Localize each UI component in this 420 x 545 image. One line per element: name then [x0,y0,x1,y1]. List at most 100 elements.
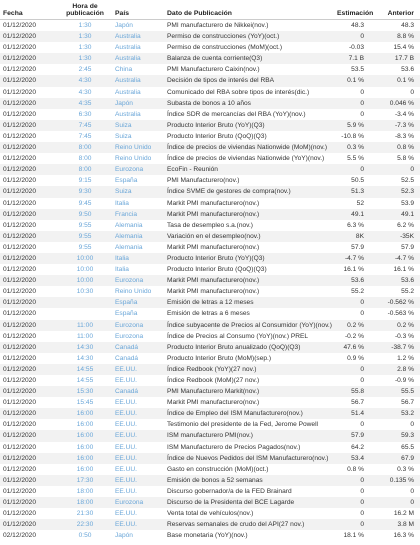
table-row: 01/12/2020 15:45 EE.UU. Markit PMI manufact… [0,397,420,408]
header-estimate: Estimación [334,0,373,20]
cell-country: EE.UU. [115,399,137,407]
cell-date: 01/12/2020 [0,363,58,375]
cell-previous: 53.9 [401,199,414,207]
cell-date: 01/12/2020 [0,119,58,131]
cell-indicator: Índice Redbook (YoY)(27 nov.) [164,363,334,375]
cell-indicator: Markit PMI manufacturero(nov.) [167,243,260,251]
header-indicator: Dato de Publicación [164,0,334,20]
cell-previous: 16.1 % [393,266,414,274]
table-row: 01/12/2020 9:50 Francia Markit PMI manufact… [0,208,420,220]
cell-country: Italia [112,252,164,265]
cell-date: 01/12/2020 [0,408,58,420]
cell-previous: 0 [410,487,414,495]
cell-estimate: 56.7 [351,399,364,407]
cell-estimate: 0 [360,377,364,384]
cell-country: Alemania [112,230,164,242]
cell-country: Eurozona [115,332,144,340]
cell-country: Reino Unido [115,288,152,296]
table-row: 01/12/2020 9:55 Alemania Markit PMI manufac… [0,242,420,253]
cell-date: 01/12/2020 [0,519,58,531]
cell-date: 01/12/2020 [0,75,58,87]
cell-indicator: EcoFin - Reunión [164,164,334,176]
cell-country: Alemania [115,243,143,251]
table-row: 01/12/2020 10:00 Italia Producto Interior B… [0,252,420,265]
cell-estimate: 57.9 [351,243,364,251]
cell-date: 01/12/2020 [3,443,37,451]
cell-country: España [115,177,138,185]
table-row: 01/12/2020 9:15 España PMI Manufacturero(no… [0,175,420,186]
cell-estimate: 7.1 B [334,53,370,65]
cell-estimate: 0 [334,297,370,309]
cell-indicator: ISM Manufacturero de Precios Pagados(nov… [167,443,301,451]
cell-previous: 0 [410,88,414,96]
cell-date: 01/12/2020 [0,297,58,309]
cell-time: 16:00 [58,452,112,464]
cell-previous: 49.1 [370,208,420,220]
cell-time: 9:55 [78,243,92,251]
table-row: 01/12/2020 1:30 Japón PMI manufacturero de … [0,20,420,32]
cell-date: 01/12/2020 [0,208,58,220]
cell-time: 4:30 [78,88,92,96]
cell-date: 01/12/2020 [3,465,37,473]
cell-time: 7:45 [58,119,112,131]
cell-previous: 0 [410,421,414,429]
cell-indicator: Reservas semanales de crudo del API(27 n… [164,519,334,531]
cell-estimate: -4.7 % [334,252,370,265]
cell-time: 8:00 [78,155,92,163]
cell-previous: -0.563 % [387,310,414,318]
cell-indicator: Producto Interior Bruto (QoQ)(Q3) [167,266,267,274]
cell-previous: 0.8 % [370,142,420,154]
table-row: 01/12/2020 11:00 Eurozona Índice subyacente… [0,319,420,331]
cell-previous: 65.5 [401,443,414,451]
cell-time: 9:15 [78,177,92,185]
table-row: 01/12/2020 9:45 Italia Markit PMI manufactu… [0,198,420,209]
cell-estimate: 8K [334,230,370,242]
cell-date: 01/12/2020 [0,97,58,109]
cell-previous: 16.3 % [393,532,414,540]
cell-date: 01/12/2020 [3,332,37,340]
cell-country: Reino Unido [112,142,164,154]
cell-previous: 52.3 [370,186,420,198]
cell-indicator: PMI Manufacturero Markit(nov.) [164,386,334,398]
cell-indicator: Índice subyacente de Precios al Consumid… [164,319,334,331]
cell-time: 7:45 [78,132,92,140]
cell-estimate: 55.8 [334,386,370,398]
cell-date: 01/12/2020 [0,230,58,242]
cell-country: EE.UU. [112,430,164,442]
table-row: 01/12/2020 16:00 EE.UU. ISM Manufacturero d… [0,442,420,453]
cell-country: EE.UU. [115,465,137,473]
table-row: 01/12/2020 10:00 Italia Producto Interior B… [0,264,420,275]
cell-country: Italia [115,199,129,207]
cell-previous: 53.6 [370,275,420,287]
cell-estimate: 0.8 % [347,465,364,473]
cell-previous: 1.2 % [397,354,414,362]
cell-country: EE.UU. [115,377,137,384]
cell-date: 01/12/2020 [3,221,37,229]
cell-estimate: 6.3 % [347,221,364,229]
cell-estimate: 0 [360,487,364,495]
cell-country: Suiza [115,132,132,140]
cell-previous: 52.5 [401,177,414,185]
cell-time: 1:30 [58,53,112,65]
table-row: 01/12/2020 7:45 Suiza Producto Interior Bru… [0,131,420,142]
cell-date: 01/12/2020 [0,341,58,353]
cell-time: 11:00 [58,319,112,331]
cell-date: 01/12/2020 [3,44,37,52]
cell-indicator: Discurso de la Presidenta del BCE Lagard… [164,497,334,509]
cell-indicator: Testimonio del presidente de la Fed, Jer… [167,421,319,429]
cell-date: 01/12/2020 [3,110,37,118]
cell-indicator: Emisión de bonos a 52 semanas [164,474,334,486]
cell-date: 01/12/2020 [3,354,37,362]
table-row: 01/12/2020 España Emisión de letras a 6 me… [0,308,420,319]
cell-date: 01/12/2020 [3,132,37,140]
cell-country: Suiza [112,119,164,131]
cell-indicator: Gasto en construcción (MoM)(oct.) [167,465,269,473]
cell-indicator: Índice de precios de viviendas Nationwid… [167,155,325,163]
cell-time: 17:30 [58,474,112,486]
table-row: 01/12/2020 16:00 EE.UU. Gasto en construcci… [0,464,420,475]
cell-time: 16:00 [76,421,94,429]
table-row: 01/12/2020 9:30 Suiza Índice SVME de gestor… [0,186,420,198]
cell-estimate: 48.3 [351,22,364,29]
cell-previous: -0.9 % [394,377,414,384]
cell-indicator: Emisión de letras a 12 meses [164,297,334,309]
